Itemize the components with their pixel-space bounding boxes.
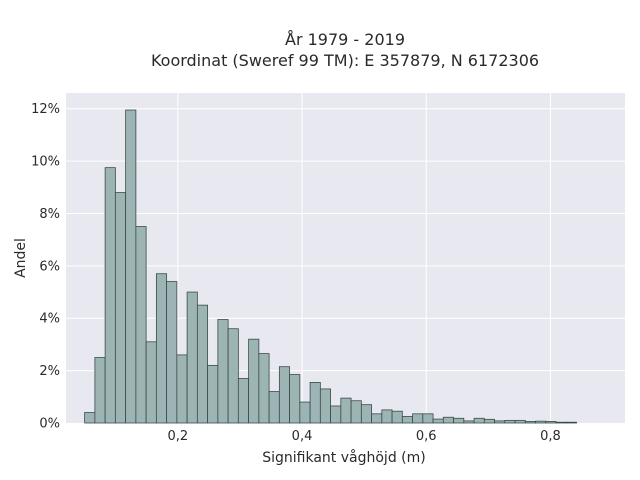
histogram-bar (299, 401, 311, 424)
histogram-bar (412, 413, 424, 424)
x-tick-labels: 0,2 0,4 0,6 0,8 (167, 429, 560, 444)
histogram-bar (289, 374, 301, 424)
histogram-bar (94, 357, 106, 424)
histogram-bar (504, 419, 516, 424)
histogram-bar (237, 378, 250, 424)
histogram-bar (135, 226, 147, 424)
histogram-bar (545, 421, 557, 424)
histogram-bar (381, 409, 393, 424)
histogram-bar (422, 413, 434, 424)
histogram-bar (186, 291, 198, 424)
histogram-bar (535, 420, 547, 424)
y-tick-label: 0% (39, 417, 60, 432)
histogram-bar (176, 354, 188, 424)
histogram-bar (278, 366, 290, 424)
x-tick-label: 0,8 (540, 429, 561, 444)
histogram-bar (217, 319, 229, 424)
y-tick-label: 10% (31, 155, 60, 170)
histogram-bar (391, 410, 403, 424)
histogram-bar (442, 416, 454, 424)
x-tick-label: 0,4 (292, 429, 313, 444)
y-tick-label: 2% (39, 364, 60, 379)
histogram-bar (196, 304, 209, 424)
histogram-bar (555, 421, 567, 424)
chart-title-line-2: Koordinat (Sweref 99 TM): E 357879, N 61… (151, 51, 539, 70)
x-axis-label: Signifikant våghöjd (m) (262, 449, 425, 466)
histogram-bar (360, 404, 372, 424)
histogram-bar (483, 418, 495, 424)
y-axis-label: Andel (13, 238, 29, 278)
x-tick-label: 0,6 (416, 429, 437, 444)
histogram-bar (84, 412, 96, 424)
histogram-bar (145, 341, 157, 424)
histogram-bar (227, 328, 239, 424)
y-tick-label: 4% (39, 312, 60, 327)
histogram-bar (401, 416, 413, 424)
histogram-bar (463, 420, 475, 424)
histogram-bar (155, 273, 168, 424)
y-tick-label: 8% (39, 207, 60, 222)
histogram-bar (565, 421, 577, 424)
histogram-bar (340, 397, 352, 424)
histogram-bar (494, 420, 506, 424)
y-tick-label: 12% (31, 102, 60, 117)
histogram-bar (166, 281, 178, 424)
histogram-bar (104, 167, 116, 424)
grid-lines (66, 93, 625, 423)
x-tick-label: 0,2 (167, 429, 188, 444)
histogram-bar (125, 109, 137, 424)
y-tick-label: 6% (39, 259, 60, 274)
histogram-bar (248, 338, 260, 424)
histogram-bar (514, 419, 526, 424)
histogram-bar (319, 388, 331, 424)
histogram-bar (432, 418, 444, 424)
histogram-bar (371, 413, 383, 424)
histogram-bar (268, 391, 280, 424)
histogram-bar (114, 192, 127, 424)
histogram-bar (330, 405, 342, 424)
histogram-bar (524, 421, 536, 424)
histogram-bars (84, 109, 577, 424)
histogram-bar (258, 353, 270, 424)
histogram-bar (473, 417, 485, 424)
chart-title-line-1: År 1979 - 2019 (285, 30, 405, 49)
histogram-bar (453, 417, 465, 424)
histogram-bar (350, 400, 362, 424)
histogram-bar (309, 382, 321, 424)
y-tick-labels: 0% 2% 4% 6% 8% 10% 12% (31, 102, 60, 431)
histogram-bar (207, 364, 219, 424)
